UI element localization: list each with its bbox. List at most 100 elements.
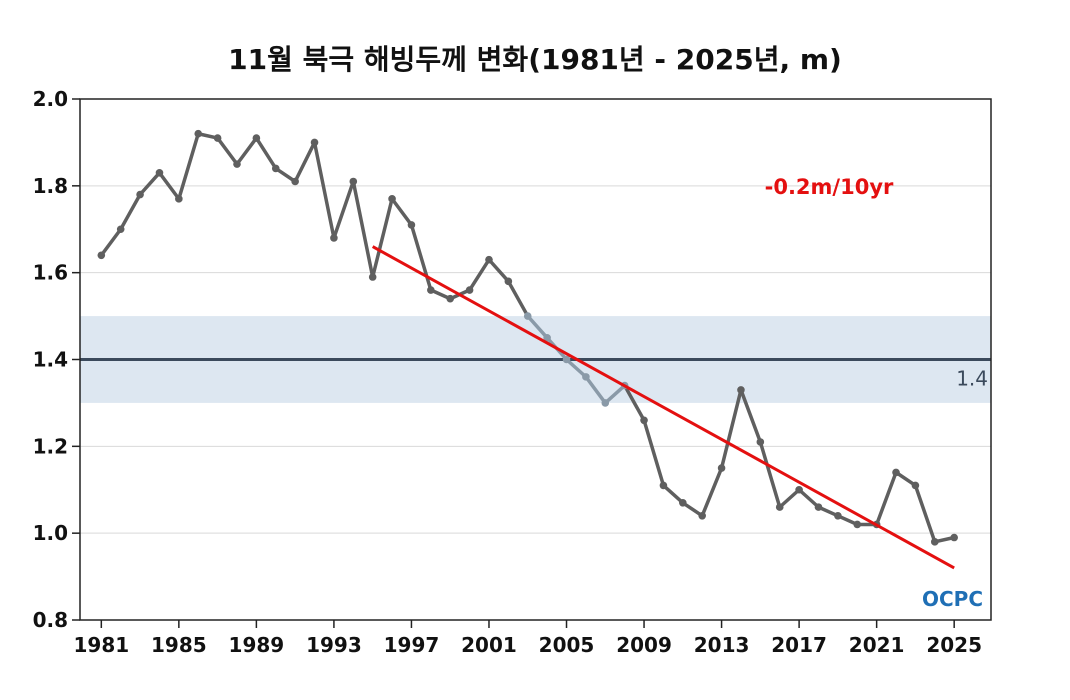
series-segment bbox=[739, 388, 763, 444]
data-point bbox=[775, 503, 784, 511]
data-point bbox=[194, 129, 203, 138]
data-point bbox=[175, 195, 183, 203]
data-point bbox=[485, 255, 493, 264]
data-point bbox=[330, 234, 338, 242]
series-segment bbox=[467, 257, 491, 292]
series-segment bbox=[99, 227, 123, 258]
x-tick-label: 1981 bbox=[73, 633, 129, 657]
y-tick-label: 2.0 bbox=[33, 87, 68, 111]
series-segment bbox=[642, 418, 666, 488]
y-tick-label: 0.8 bbox=[33, 608, 68, 632]
y-tick-label: 1.8 bbox=[33, 174, 68, 198]
series-segment bbox=[525, 314, 549, 340]
series-segment bbox=[177, 131, 200, 201]
data-point bbox=[252, 134, 261, 142]
series-segment bbox=[777, 488, 801, 509]
data-point bbox=[834, 512, 842, 520]
data-point bbox=[465, 286, 474, 294]
trend-line bbox=[371, 245, 955, 570]
data-point bbox=[388, 195, 396, 203]
data-point bbox=[659, 481, 668, 490]
logo-text: OCPC bbox=[922, 587, 983, 611]
data-point bbox=[368, 273, 377, 281]
x-tick-label: 2009 bbox=[616, 633, 672, 657]
data-point bbox=[310, 138, 319, 147]
x-tick-label: 2017 bbox=[771, 633, 827, 657]
data-point bbox=[911, 481, 920, 490]
series-segment bbox=[719, 388, 743, 470]
series-segment bbox=[235, 136, 259, 166]
x-tick-label: 2021 bbox=[849, 633, 905, 657]
series-segment bbox=[700, 466, 724, 518]
data-point bbox=[427, 286, 435, 294]
data-point bbox=[640, 416, 648, 425]
data-point bbox=[950, 533, 958, 542]
data-point bbox=[213, 134, 222, 142]
series-segment bbox=[370, 197, 394, 279]
series-segment bbox=[564, 357, 588, 379]
data-point bbox=[679, 498, 687, 507]
y-tick-label: 1.6 bbox=[33, 261, 68, 285]
series-segment bbox=[118, 192, 142, 231]
series-segment bbox=[254, 136, 278, 171]
series-segment bbox=[332, 179, 356, 240]
series-segment bbox=[487, 257, 511, 284]
x-tick-label: 2025 bbox=[926, 633, 982, 657]
chart-title: 11월 북극 해빙두께 변화(1981년 - 2025년, m) bbox=[228, 43, 842, 76]
series-segment bbox=[274, 166, 297, 184]
data-point bbox=[795, 485, 803, 494]
data-point bbox=[892, 468, 900, 477]
data-point bbox=[814, 503, 823, 511]
series-segment bbox=[874, 470, 898, 527]
x-tick-label: 1989 bbox=[229, 633, 285, 657]
y-tick-label: 1.0 bbox=[33, 521, 68, 545]
data-point bbox=[930, 538, 939, 546]
x-tick-label: 1985 bbox=[151, 633, 207, 657]
series-segment bbox=[506, 279, 530, 318]
data-point bbox=[582, 373, 590, 381]
data-point bbox=[853, 520, 862, 529]
label-layer: -0.2m/10yr 1.4 bbox=[765, 175, 988, 391]
series-segment bbox=[661, 483, 685, 505]
x-tick-label: 2013 bbox=[694, 633, 750, 657]
series-segment bbox=[758, 440, 782, 509]
y-tick-label: 1.2 bbox=[33, 434, 68, 458]
series-segment bbox=[312, 140, 336, 240]
data-point bbox=[349, 177, 358, 186]
series-segment bbox=[293, 140, 317, 184]
data-point bbox=[136, 190, 144, 199]
data-point bbox=[116, 225, 125, 234]
data-point bbox=[756, 438, 765, 446]
data-point bbox=[407, 221, 416, 229]
data-point bbox=[737, 386, 745, 394]
series-segment bbox=[797, 488, 821, 509]
x-tick-label: 1997 bbox=[384, 633, 440, 657]
series-segment bbox=[351, 179, 375, 279]
reference-value-label: 1.4 bbox=[956, 367, 988, 391]
series-segment bbox=[603, 383, 627, 405]
trend-label: -0.2m/10yr bbox=[765, 175, 894, 199]
data-point bbox=[562, 355, 571, 364]
series-segment bbox=[622, 383, 646, 423]
data-point bbox=[155, 169, 164, 177]
data-point bbox=[717, 464, 726, 472]
data-point bbox=[446, 294, 455, 303]
data-point bbox=[523, 312, 532, 320]
data-point bbox=[233, 160, 241, 168]
ocpc-logo: OCPC bbox=[922, 587, 983, 611]
series-segment bbox=[390, 197, 414, 227]
data-point bbox=[291, 177, 299, 186]
data-point bbox=[698, 512, 706, 520]
trend-layer bbox=[371, 245, 955, 570]
series-segment bbox=[894, 470, 918, 488]
x-tick-label: 2001 bbox=[461, 633, 517, 657]
data-point bbox=[504, 277, 513, 286]
series-segment bbox=[584, 375, 608, 405]
series-segment bbox=[681, 501, 704, 518]
series-segment bbox=[138, 171, 162, 197]
data-point bbox=[601, 399, 610, 407]
series-segment bbox=[409, 223, 433, 292]
x-tick-label: 1993 bbox=[306, 633, 362, 657]
data-point bbox=[271, 164, 280, 173]
